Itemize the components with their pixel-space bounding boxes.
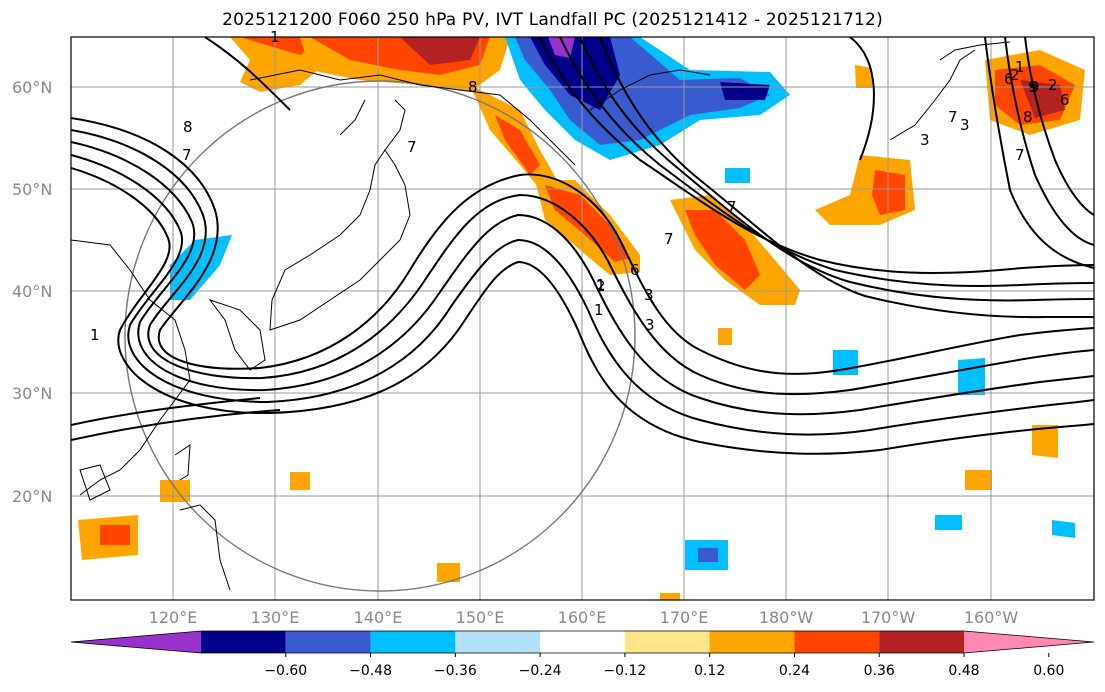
pv-contours <box>71 37 1094 455</box>
contour-label: 2 <box>596 277 606 295</box>
map-area <box>71 37 1094 600</box>
contour-label: 8 <box>183 118 193 136</box>
lon-label-170w: 170°W <box>861 608 916 627</box>
contour-label: 3 <box>920 131 930 149</box>
colorbar-segment <box>455 631 541 653</box>
lon-label-140e: 140°E <box>354 608 403 627</box>
colorbar-tick-label: 0.36 <box>864 663 895 679</box>
lat-label-60n: 60°N <box>12 78 52 97</box>
contour-label: 7 <box>664 230 674 248</box>
lat-label-40n: 40°N <box>12 282 52 301</box>
lon-label-170e: 170°E <box>660 608 709 627</box>
contour-label: 1 <box>594 301 604 319</box>
graticule <box>71 37 1094 600</box>
contour-label: 9 <box>1030 78 1040 96</box>
colorbar-segment <box>201 631 286 653</box>
lat-label-50n: 50°N <box>12 180 52 199</box>
contour-label: 1 <box>270 28 280 46</box>
contour-label: 3 <box>645 316 655 334</box>
lon-label-130e: 130°E <box>251 608 300 627</box>
contour-label: 1 <box>596 276 606 294</box>
colorbar-segment <box>370 631 456 653</box>
contour-label: 1 <box>1015 58 1025 76</box>
map-title: 2025121200 F060 250 hPa PV, IVT Landfall… <box>222 10 883 30</box>
contour-label: 3 <box>960 116 970 134</box>
contour-label: 7 <box>727 198 737 216</box>
colorbar-segment <box>285 631 371 653</box>
colorbar-tick-label: −0.48 <box>349 663 392 679</box>
colorbar-tick-label: −0.24 <box>519 663 562 679</box>
contour-label: 1 <box>90 326 100 344</box>
lon-label-160e: 160°E <box>558 608 607 627</box>
colorbar-tick-label: −0.60 <box>264 663 307 679</box>
contour-label: 6 <box>1060 91 1070 109</box>
colorbar-tick-label: 0.60 <box>1033 663 1064 679</box>
longitude-labels: 120°E 130°E 140°E 150°E 160°E 170°E 180°… <box>149 608 1019 627</box>
colorbar: −0.60 −0.48 −0.36 −0.24 −0.12 0.12 0.24 0.36 0.4… <box>70 630 1095 679</box>
contour-label: 8 <box>1023 108 1033 126</box>
colorbar-segment <box>709 631 795 653</box>
lon-label-150e: 150°E <box>456 608 505 627</box>
contour-label: 6 <box>630 261 640 279</box>
contour-label: 6 <box>1004 70 1014 88</box>
contour-label: 3 <box>644 286 654 304</box>
colorbar-tick-label: 0.24 <box>779 663 810 679</box>
lon-label-180w: 180°W <box>759 608 814 627</box>
colorbar-segment <box>540 631 625 653</box>
contour-label: 7 <box>407 138 417 156</box>
contour-label: 7 <box>182 146 192 164</box>
colorbar-tick-label: −0.36 <box>434 663 477 679</box>
colorbar-segment <box>879 631 964 653</box>
lon-label-160w: 160°W <box>964 608 1019 627</box>
map-frame <box>70 36 1095 601</box>
latitude-labels: 60°N 50°N 40°N 30°N 20°N <box>12 78 52 506</box>
contour-label: 2 <box>1048 76 1058 94</box>
colorbar-extend-low <box>71 631 201 653</box>
lon-label-120e: 120°E <box>149 608 198 627</box>
contour-label: 7 <box>948 108 958 126</box>
landfall-region-circle <box>124 80 636 592</box>
colorbar-extend-high <box>964 631 1094 653</box>
colorbar-tick-label: 0.12 <box>694 663 725 679</box>
colorbar-outline <box>70 630 1095 654</box>
colorbar-tick-label: 0.48 <box>948 663 979 679</box>
contour-label: 8 <box>468 78 478 96</box>
contour-label: 7 <box>1015 146 1025 164</box>
colorbar-segment <box>624 631 710 653</box>
lat-label-20n: 20°N <box>12 487 52 506</box>
colorbar-segment <box>794 631 880 653</box>
contour-label: 2 <box>1010 66 1020 84</box>
colorbar-tick-label: −0.12 <box>603 663 646 679</box>
coastlines <box>71 41 1011 591</box>
lat-label-30n: 30°N <box>12 384 52 403</box>
contour-label: 9 <box>1028 78 1038 96</box>
